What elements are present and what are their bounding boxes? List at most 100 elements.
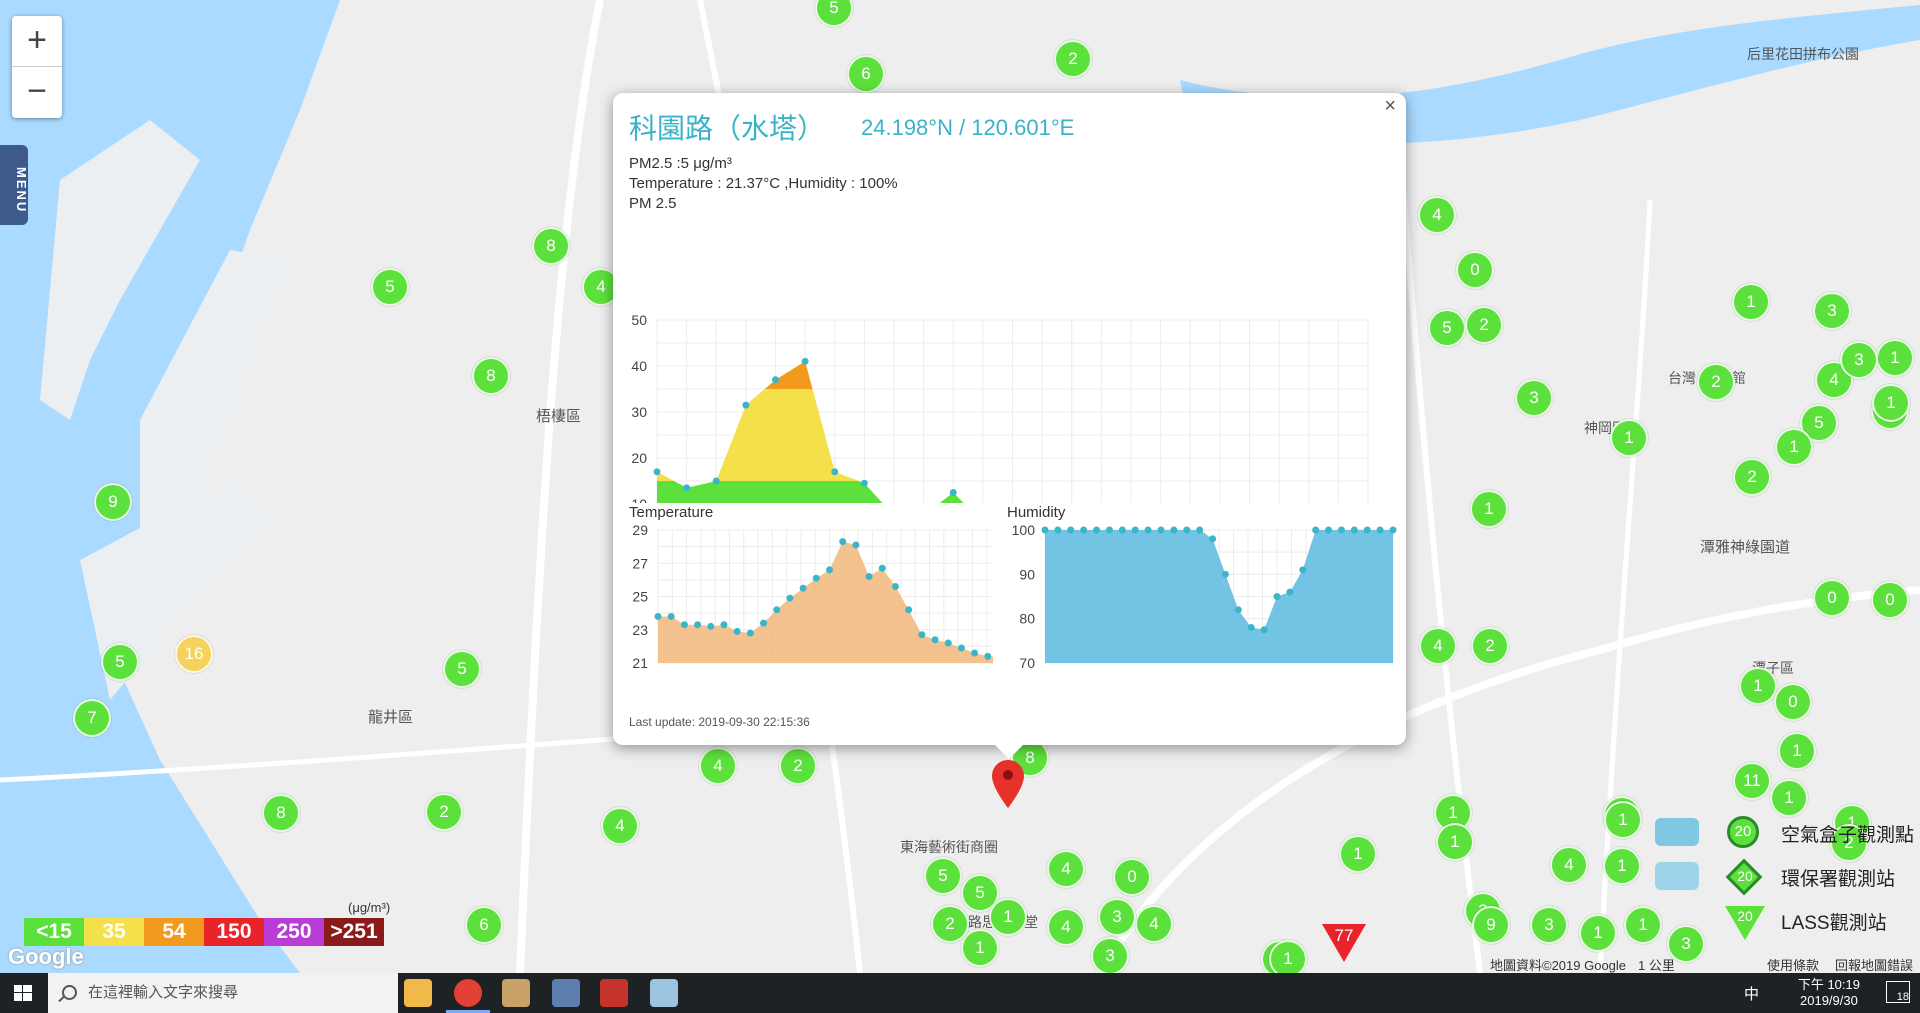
terms-link[interactable]: 使用條款 (1767, 958, 1820, 973)
airbox-marker[interactable]: 3 (1098, 898, 1136, 936)
airbox-marker[interactable]: 4 (1419, 627, 1457, 665)
harbor-pier (140, 250, 290, 560)
airbox-marker[interactable]: 1 (1775, 428, 1813, 466)
airbox-marker[interactable]: 16 (175, 635, 213, 673)
airbox-marker[interactable]: 1 (1778, 732, 1816, 770)
lass-triangle-icon (1725, 906, 1765, 940)
lass-marker[interactable] (1322, 924, 1366, 962)
airbox-marker[interactable]: 4 (1135, 905, 1173, 943)
airbox-marker[interactable]: 1 (1603, 847, 1641, 885)
airbox-marker[interactable]: 2 (1697, 363, 1735, 401)
airbox-marker[interactable]: 1 (1624, 906, 1662, 944)
map-canvas[interactable]: 梧棲區 龍井區 潭雅神綠園道 神岡區 潭子區 后里花田拼布公園 東海藝術街商圈 … (0, 0, 1920, 973)
location-pin-icon[interactable] (992, 760, 1024, 808)
airbox-marker[interactable]: 1 (1579, 914, 1617, 952)
pm-chart-title: PM 2.5 (629, 195, 677, 212)
menu-button[interactable]: MENU (0, 145, 29, 225)
y-tick-label: 21 (632, 655, 648, 671)
airbox-marker[interactable]: 11 (1733, 762, 1771, 800)
data-point (1337, 526, 1345, 534)
airbox-marker[interactable]: 4 (1047, 850, 1085, 888)
paint-app-icon[interactable] (502, 979, 530, 1007)
airbox-marker[interactable]: 3 (1813, 292, 1851, 330)
airbox-marker[interactable]: 1 (961, 929, 999, 967)
airbox-marker[interactable]: 1 (1739, 667, 1777, 705)
airbox-marker[interactable]: 1 (1436, 823, 1474, 861)
data-point (860, 479, 868, 487)
data-point (1080, 526, 1088, 534)
airbox-marker[interactable]: 3 (1840, 341, 1878, 379)
windows-start-icon[interactable] (0, 973, 46, 1013)
airbox-marker[interactable]: 1 (1770, 779, 1808, 817)
airbox-marker[interactable]: 1 (1876, 339, 1914, 377)
notification-center-icon[interactable]: 18 (1886, 981, 1910, 1003)
aq-legend-swatch: <15 (24, 918, 84, 946)
airbox-marker[interactable]: 1 (1872, 384, 1910, 422)
airbox-marker[interactable]: 2 (1465, 306, 1503, 344)
airbox-marker[interactable]: 4 (1047, 908, 1085, 946)
sketchup-icon[interactable] (600, 979, 628, 1007)
airbox-marker[interactable]: 1 (1732, 283, 1770, 321)
humidity-chart: 70 80 90 100 (1012, 523, 1397, 671)
airbox-marker[interactable]: 0 (1456, 251, 1494, 289)
palette-app-icon[interactable] (552, 979, 580, 1007)
airbox-marker[interactable]: 9 (1472, 906, 1510, 944)
airbox-marker[interactable]: 6 (465, 906, 503, 944)
airbox-marker[interactable]: 2 (1471, 627, 1509, 665)
airbox-marker[interactable]: 1 (1339, 835, 1377, 873)
airbox-marker[interactable]: 9 (94, 483, 132, 521)
airbox-marker[interactable]: 1 (1470, 490, 1508, 528)
airbox-marker[interactable]: 3 (1515, 379, 1553, 417)
airbox-marker[interactable]: 1 (989, 898, 1027, 936)
ime-indicator[interactable]: 中 (1744, 986, 1760, 1003)
legend-epa: 20 環保署觀測站 (1655, 856, 1920, 900)
airbox-marker[interactable]: 1 (1269, 940, 1307, 973)
y-tick-label: 70 (1019, 655, 1035, 671)
airbox-marker[interactable]: 4 (1418, 196, 1456, 234)
legend-label: LASS觀測站 (1781, 913, 1887, 934)
airbox-marker[interactable]: 5 (101, 643, 139, 681)
airbox-marker[interactable]: 7 (73, 699, 111, 737)
taskbar-search-box[interactable]: 在這裡輸入文字來搜尋 (48, 973, 398, 1013)
airbox-marker[interactable]: 2 (1830, 824, 1868, 862)
airbox-marker[interactable]: 5 (1428, 309, 1466, 347)
airbox-marker[interactable]: 6 (847, 55, 885, 93)
airbox-marker[interactable]: 4 (699, 747, 737, 785)
zoom-out-button[interactable]: − (27, 72, 47, 110)
airbox-marker[interactable]: 1 (1610, 419, 1648, 457)
airbox-marker[interactable]: 3 (1091, 937, 1129, 973)
y-tick-label: 40 (631, 358, 647, 374)
data-point (1067, 526, 1075, 534)
airbox-marker[interactable]: 2 (779, 747, 817, 785)
clock[interactable]: 下午 10:19 2019/9/30 (1798, 977, 1860, 1009)
airbox-marker[interactable]: 2 (425, 793, 463, 831)
notepad-icon[interactable] (650, 979, 678, 1007)
airbox-marker[interactable]: 5 (924, 857, 962, 895)
airbox-marker[interactable]: 8 (532, 227, 570, 265)
airbox-marker[interactable]: 1 (1604, 801, 1642, 839)
airbox-marker[interactable]: 0 (1813, 579, 1851, 617)
airbox-marker[interactable]: 3 (1667, 925, 1705, 963)
airbox-marker[interactable]: 4 (1815, 361, 1853, 399)
station-popup: × 科園路（水塔） 24.198°N / 120.601°E PM2.5 :5 … (613, 93, 1406, 759)
airbox-marker[interactable]: 8 (472, 357, 510, 395)
airbox-marker[interactable]: 8 (262, 794, 300, 832)
airbox-marker[interactable]: 2 (931, 905, 969, 943)
airbox-marker[interactable]: 2 (1733, 458, 1771, 496)
airbox-marker[interactable]: 5 (443, 650, 481, 688)
airbox-marker[interactable]: 4 (601, 807, 639, 845)
file-explorer-icon[interactable] (404, 979, 432, 1007)
chrome-icon[interactable] (454, 979, 482, 1007)
airbox-marker[interactable]: 0 (1113, 858, 1151, 896)
close-icon[interactable]: × (1384, 95, 1396, 117)
report-map-error-link[interactable]: 回報地圖錯誤 (1835, 958, 1914, 973)
data-point (1093, 526, 1101, 534)
airbox-marker[interactable]: 3 (1530, 906, 1568, 944)
airbox-marker[interactable]: 4 (1550, 846, 1588, 884)
data-point (654, 612, 662, 620)
zoom-in-button[interactable]: + (12, 16, 62, 67)
airbox-marker[interactable]: 2 (1054, 40, 1092, 78)
airbox-marker[interactable]: 0 (1774, 683, 1812, 721)
airbox-marker[interactable]: 0 (1871, 581, 1909, 619)
airbox-marker[interactable]: 5 (371, 268, 409, 306)
